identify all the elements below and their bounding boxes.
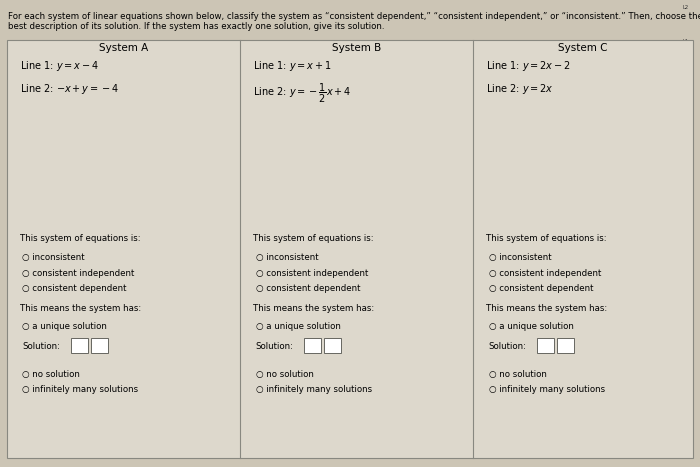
Text: ○ infinitely many solutions: ○ infinitely many solutions (22, 385, 139, 394)
Text: Solution:: Solution: (256, 342, 293, 351)
Text: Line 2: $-x + y = -4$: Line 2: $-x + y = -4$ (20, 82, 119, 96)
Text: Solution:: Solution: (489, 342, 526, 351)
Text: ○ no solution: ○ no solution (489, 370, 547, 379)
Text: System C: System C (559, 43, 608, 53)
Text: ○ inconsistent: ○ inconsistent (22, 253, 85, 262)
Text: L2: L2 (29, 258, 36, 263)
Text: Solution:: Solution: (22, 342, 60, 351)
Text: L1: L1 (683, 39, 689, 44)
Text: ○ consistent dependent: ○ consistent dependent (256, 284, 360, 293)
Text: ○ infinitely many solutions: ○ infinitely many solutions (489, 385, 605, 394)
Text: Line 1: $y = 2x - 2$: Line 1: $y = 2x - 2$ (486, 59, 570, 73)
Text: This means the system has:: This means the system has: (253, 304, 374, 313)
Text: For each system of linear equations shown below, classify the system as “consist: For each system of linear equations show… (8, 12, 700, 21)
Text: Line 2: $y = -\dfrac{1}{2}x + 4$: Line 2: $y = -\dfrac{1}{2}x + 4$ (253, 82, 351, 105)
Text: ○ a unique solution: ○ a unique solution (489, 322, 573, 331)
Text: Line 1: $y = x - 4$: Line 1: $y = x - 4$ (20, 59, 99, 73)
Text: This system of equations is:: This system of equations is: (20, 234, 140, 243)
Text: ○ no solution: ○ no solution (256, 370, 314, 379)
Text: ○ inconsistent: ○ inconsistent (489, 253, 551, 262)
Text: ○ a unique solution: ○ a unique solution (22, 322, 107, 331)
Text: ○ consistent independent: ○ consistent independent (256, 269, 368, 277)
Text: ○ a unique solution: ○ a unique solution (256, 322, 340, 331)
Text: ○ no solution: ○ no solution (22, 370, 80, 379)
Text: ○ consistent independent: ○ consistent independent (22, 269, 135, 277)
Text: L2: L2 (450, 127, 456, 132)
Text: L2: L2 (683, 6, 689, 10)
Text: ○ consistent independent: ○ consistent independent (489, 269, 601, 277)
Text: ○ consistent dependent: ○ consistent dependent (22, 284, 127, 293)
Text: This means the system has:: This means the system has: (20, 304, 141, 313)
Text: ○ infinitely many solutions: ○ infinitely many solutions (256, 385, 372, 394)
Text: This system of equations is:: This system of equations is: (253, 234, 373, 243)
Text: L1: L1 (450, 72, 456, 77)
Text: best description of its solution. If the system has exactly one solution, give i: best description of its solution. If the… (8, 22, 385, 31)
Text: ○ inconsistent: ○ inconsistent (256, 253, 318, 262)
Text: L1: L1 (215, 114, 221, 120)
Text: Line 1: $y = x + 1$: Line 1: $y = x + 1$ (253, 59, 331, 73)
Text: Line 2: $y = 2x$: Line 2: $y = 2x$ (486, 82, 554, 96)
Text: System A: System A (99, 43, 148, 53)
Text: ○ consistent dependent: ○ consistent dependent (489, 284, 593, 293)
Text: This means the system has:: This means the system has: (486, 304, 607, 313)
Text: System B: System B (332, 43, 382, 53)
Text: This system of equations is:: This system of equations is: (486, 234, 606, 243)
